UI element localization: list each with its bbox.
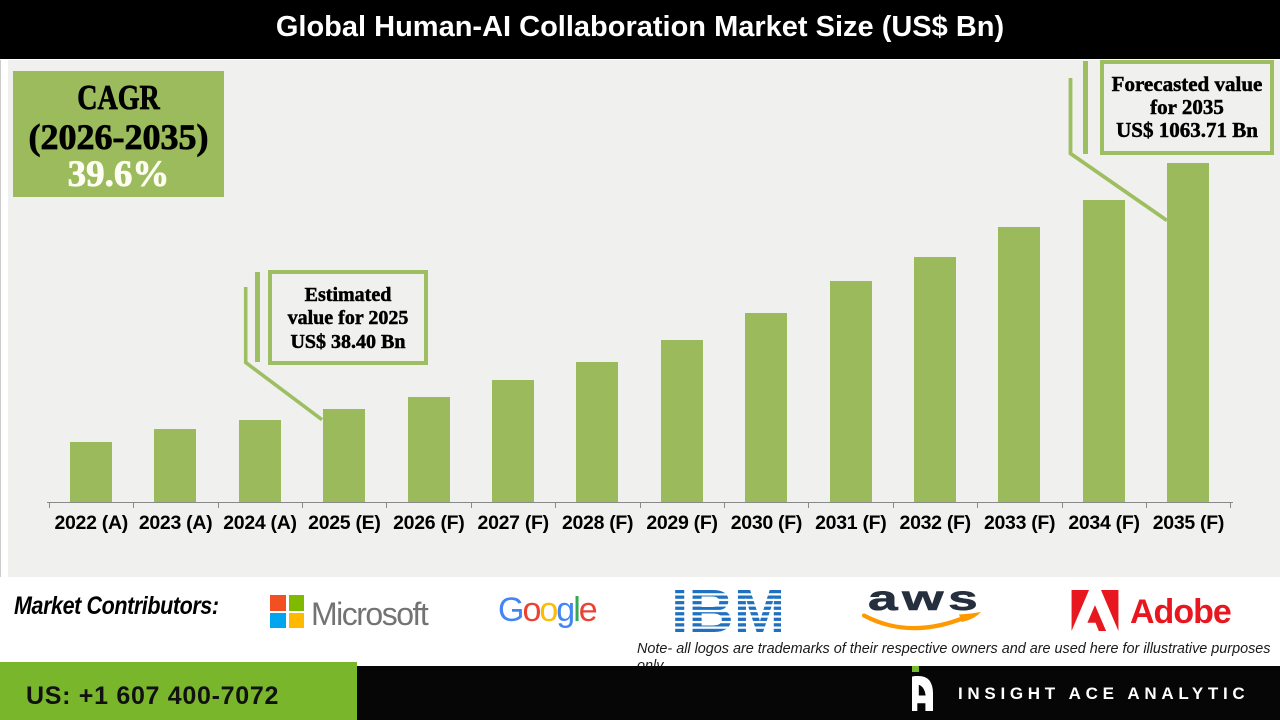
svg-text:IBM: IBM — [675, 590, 781, 632]
